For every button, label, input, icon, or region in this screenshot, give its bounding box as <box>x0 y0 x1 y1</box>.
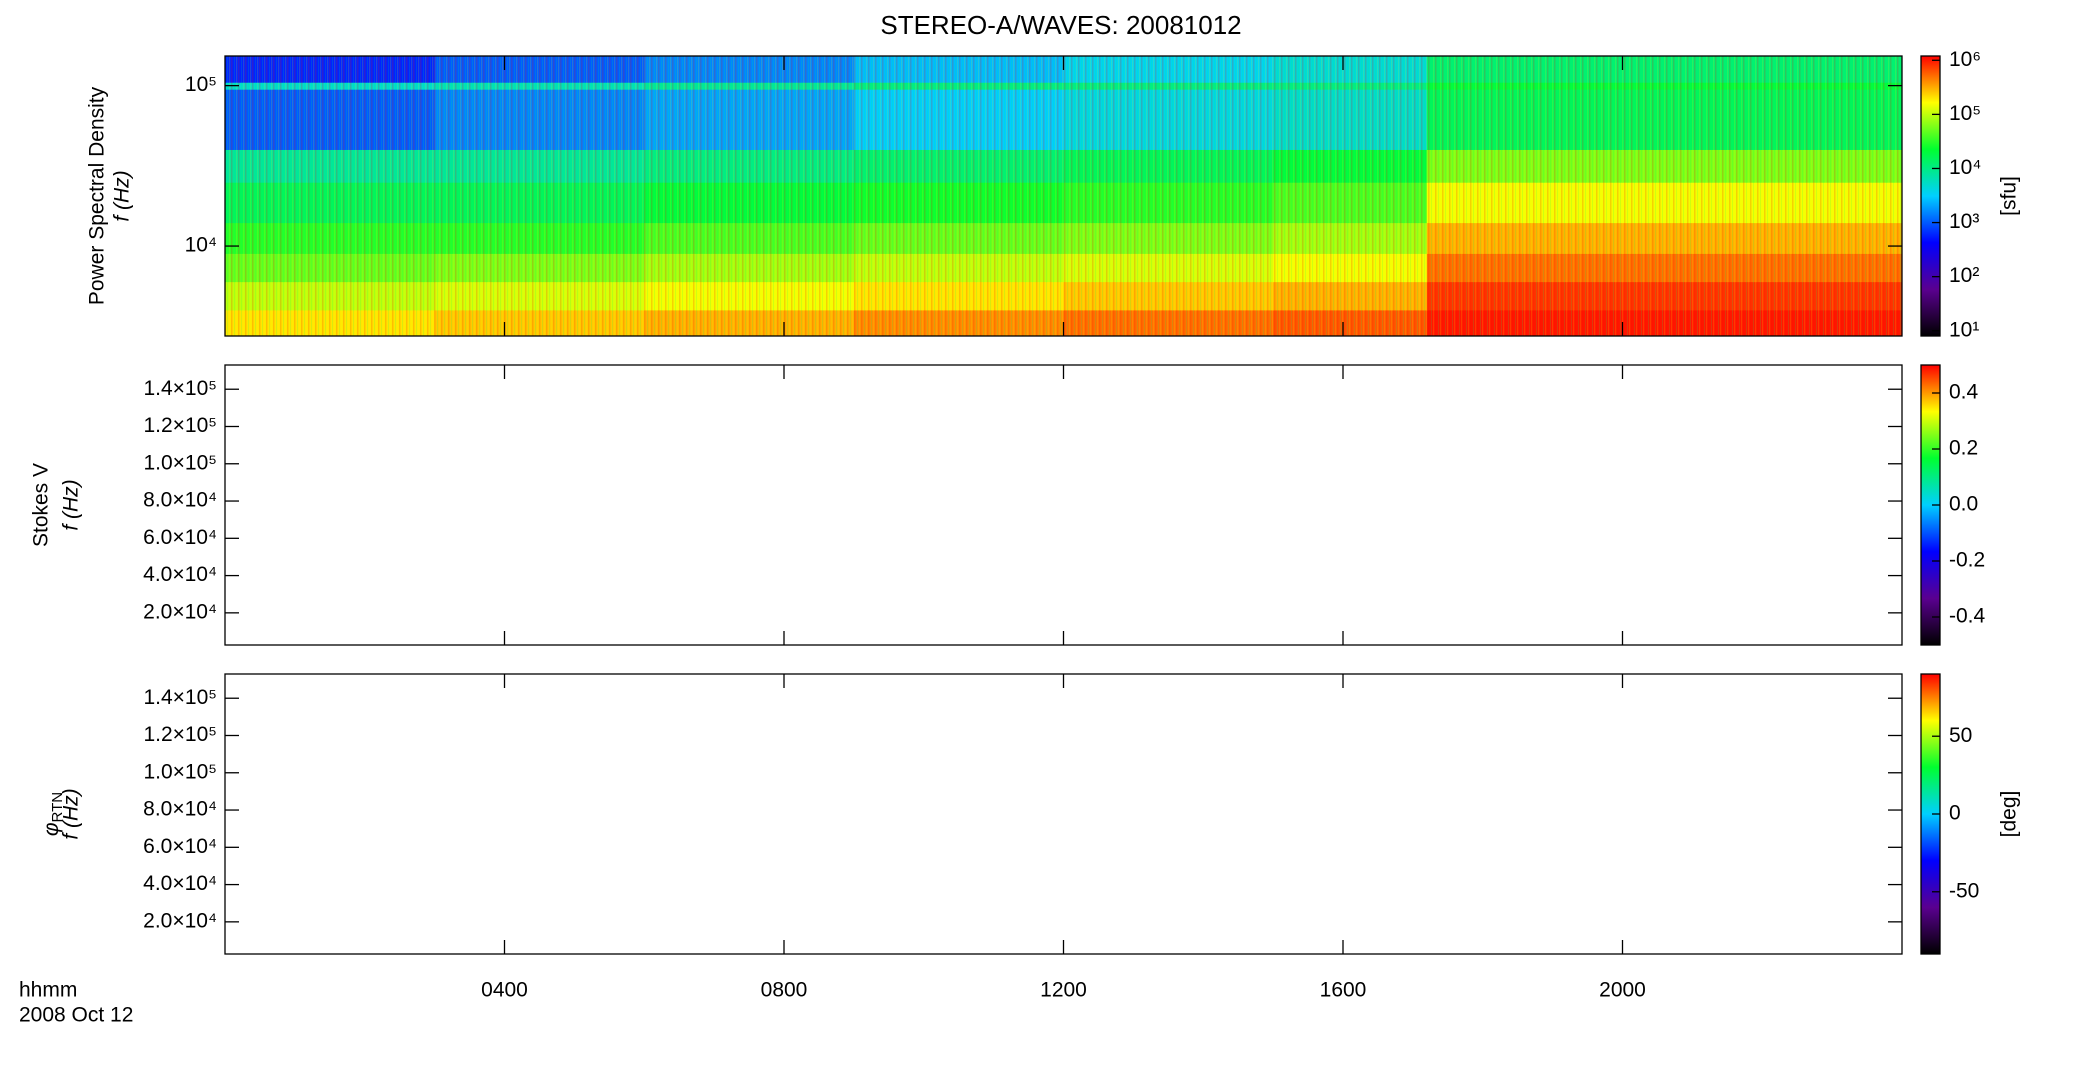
y-tick-label: 8.0×10⁴ <box>143 798 217 821</box>
x-tick-label: 0400 <box>481 979 528 1002</box>
y-tick-label: 10⁵ <box>185 73 217 96</box>
y-tick-label: 6.0×10⁴ <box>143 835 217 858</box>
y-tick-label: 1.4×10⁵ <box>143 686 217 709</box>
y-axis-label: Stokes V <box>30 463 53 547</box>
y-axis-label: φRTN <box>40 792 66 836</box>
x-axis-label: hhmm <box>19 979 77 1002</box>
chart-title: STEREO-A/WAVES: 20081012 <box>880 10 1241 40</box>
symbol: φ <box>40 822 63 836</box>
plot-frame <box>224 364 1903 646</box>
x-tick-label: 2000 <box>1599 979 1646 1002</box>
colorbar-tick-label: 10⁵ <box>1949 102 1981 125</box>
colorbar-tick-label: 0 <box>1949 802 1961 825</box>
texture <box>225 56 1902 336</box>
y-tick-label: 4.0×10⁴ <box>143 563 217 586</box>
y-axis-label: f (Hz) <box>60 479 83 530</box>
y-tick-label: 1.2×10⁵ <box>143 723 217 746</box>
colorbar-tick-label: -50 <box>1949 879 1979 902</box>
colorbar-tick-label: 50 <box>1949 724 1972 747</box>
y-tick-label: 8.0×10⁴ <box>143 489 217 512</box>
plot-frame <box>224 673 1903 955</box>
y-tick-label: 2.0×10⁴ <box>143 600 217 623</box>
y-tick-label: 4.0×10⁴ <box>143 872 217 895</box>
x-tick-label: 1200 <box>1040 979 1087 1002</box>
y-tick-label: 10⁴ <box>185 234 217 257</box>
colorbar-tick-label: 0.2 <box>1949 437 1978 460</box>
y-tick-label: 1.0×10⁵ <box>143 451 217 474</box>
y-axis-label: f (Hz) <box>60 788 83 839</box>
y-tick-label: 6.0×10⁴ <box>143 526 217 549</box>
colorbar-label: [sfu] <box>1998 176 2021 216</box>
colorbar-label: [deg] <box>1998 791 2021 838</box>
colorbar-tick-label: 10⁶ <box>1949 48 1981 71</box>
y-axis-label: Power Spectral Density <box>86 86 109 305</box>
y-tick-label: 1.2×10⁵ <box>143 414 217 437</box>
colorbar-tick-label: 10³ <box>1949 210 1979 233</box>
subscript: RTN <box>49 792 66 823</box>
y-tick-label: 1.0×10⁵ <box>143 760 217 783</box>
colorbar-tick-label: 0.4 <box>1949 381 1979 404</box>
y-tick-label: 1.4×10⁵ <box>143 377 217 400</box>
colorbar-tick-label: -0.4 <box>1949 605 1986 628</box>
colorbar-tick-label: 10¹ <box>1949 318 1979 341</box>
y-axis-label: f (Hz) <box>111 170 134 221</box>
y-tick-label: 2.0×10⁴ <box>143 909 217 932</box>
x-tick-label: 0800 <box>761 979 808 1002</box>
colorbar-tick-label: 0.0 <box>1949 493 1978 516</box>
colorbar-tick-label: 10² <box>1949 264 1979 287</box>
colorbar-tick-label: -0.2 <box>1949 549 1985 572</box>
colorbar <box>1920 55 1941 337</box>
x-axis-label: 2008 Oct 12 <box>19 1004 133 1027</box>
x-tick-label: 1600 <box>1320 979 1367 1002</box>
colorbar-tick-label: 10⁴ <box>1949 156 1981 179</box>
